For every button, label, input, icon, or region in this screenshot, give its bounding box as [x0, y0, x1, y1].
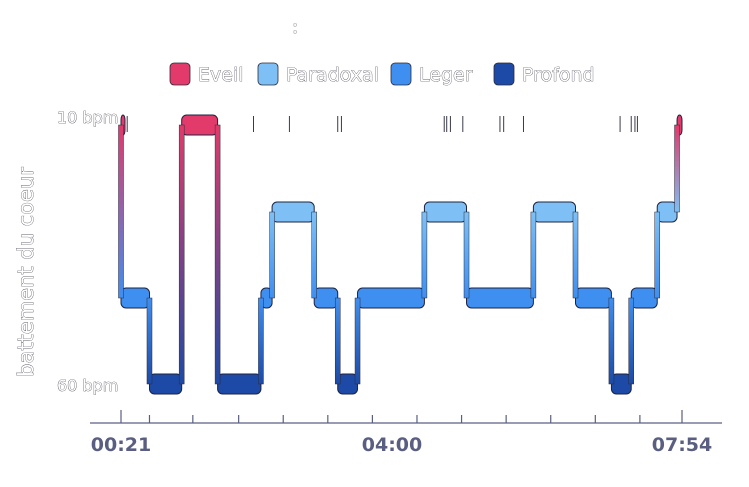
x-tick-label: 04:00 — [362, 434, 422, 456]
stage-connector — [269, 211, 275, 299]
stage-connector — [572, 211, 579, 299]
y-axis-label: battement du coeur — [14, 167, 38, 377]
stage-connector — [674, 124, 680, 213]
stage-band — [466, 287, 534, 309]
stage-band — [337, 373, 359, 395]
x-tick-label: 07:54 — [652, 434, 712, 456]
stage-band — [271, 201, 315, 223]
stage-connector — [334, 297, 341, 385]
stage-connector — [530, 211, 537, 299]
legend-item: Profond — [493, 62, 595, 86]
stage-band — [610, 373, 632, 395]
stage-connector — [146, 297, 153, 385]
legend-label: Eveil — [198, 64, 244, 86]
stage-connector — [311, 211, 317, 299]
stage-connector — [118, 124, 124, 299]
stage-connector — [463, 211, 470, 299]
legend-label: Paradoxal — [286, 64, 379, 86]
y-tick-label: 60 bpm — [57, 376, 118, 395]
legend: Eveil Paradoxal Leger Profond — [169, 62, 595, 86]
stage-connector — [608, 297, 615, 385]
stage-band — [148, 373, 183, 395]
stage-band — [656, 201, 678, 223]
stage-band — [423, 201, 468, 223]
legend-item: Leger — [390, 62, 473, 86]
stage-connector — [628, 297, 634, 385]
stage-connector — [654, 211, 660, 299]
legend-swatch — [493, 62, 515, 86]
stage-band — [181, 114, 219, 136]
sleep-bands — [120, 114, 683, 395]
legend-item: Paradoxal — [257, 62, 379, 86]
y-tick-label: 10 bpm — [57, 108, 118, 127]
stage-band — [217, 373, 262, 395]
legend-swatch — [257, 62, 279, 86]
stage-connector — [178, 124, 185, 385]
stage-connectors — [118, 124, 680, 385]
stage-connector — [258, 297, 264, 385]
stage-band — [574, 287, 612, 309]
stage-connector — [214, 124, 221, 385]
legend-item: Eveil — [169, 62, 244, 86]
chart-subtitle: : — [292, 17, 298, 38]
stage-band — [313, 287, 339, 309]
legend-label: Leger — [419, 64, 473, 86]
legend-swatch — [169, 62, 191, 86]
stage-band — [630, 287, 658, 309]
stage-band — [357, 287, 425, 309]
stage-band — [532, 201, 576, 223]
x-tick-label: 00:21 — [91, 434, 151, 456]
stage-connector — [421, 211, 428, 299]
legend-label: Profond — [522, 64, 595, 86]
x-axis-ticks — [120, 410, 683, 423]
stage-band — [120, 287, 150, 309]
legend-swatch — [390, 62, 412, 86]
event-marks — [122, 116, 638, 132]
stage-connector — [354, 297, 361, 385]
